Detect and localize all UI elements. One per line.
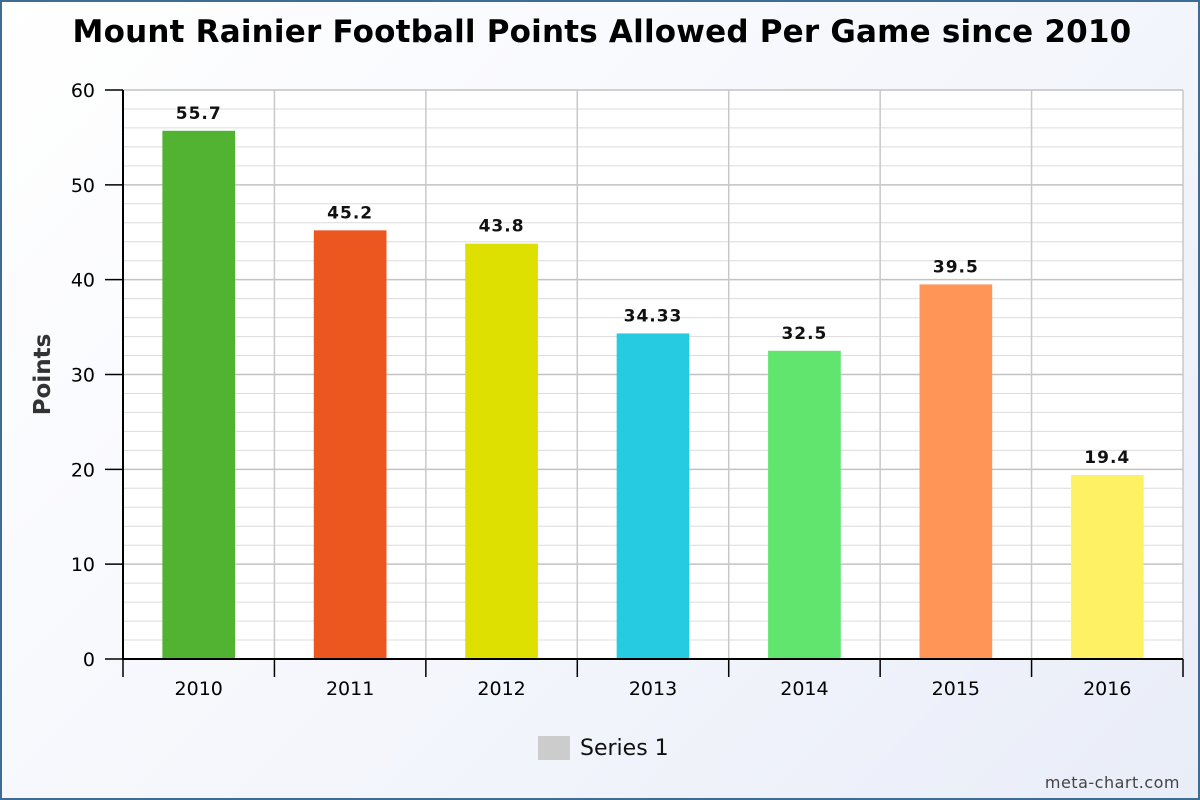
bar-2014 (768, 350, 841, 659)
bar-2010 (162, 130, 236, 660)
data-label-2010: 55.7 (176, 104, 222, 124)
data-label-2013: 34.33 (624, 306, 683, 326)
bar-2011 (313, 230, 387, 659)
bar-2015 (919, 284, 993, 659)
legend-swatch (538, 736, 570, 760)
legend-label: Series 1 (580, 735, 669, 761)
x-tick-label-2016: 2016 (1083, 678, 1131, 700)
x-tick-label-2013: 2013 (629, 678, 677, 700)
data-label-2011: 45.2 (327, 203, 373, 223)
x-tick-label-2010: 2010 (175, 678, 223, 700)
x-tick-label-2014: 2014 (780, 678, 828, 700)
x-tick-label-2012: 2012 (477, 678, 525, 700)
y-tick-label: 40 (71, 270, 95, 292)
chart-title: Mount Rainier Football Points Allowed Pe… (72, 14, 1132, 50)
y-axis-title: Points (30, 334, 56, 416)
y-tick-label: 0 (83, 649, 95, 671)
y-tick-label: 20 (71, 459, 95, 481)
legend: Series 1 (538, 735, 669, 761)
data-label-2016: 19.4 (1084, 448, 1130, 468)
data-label-2015: 39.5 (933, 257, 979, 277)
y-tick-label: 10 (71, 554, 95, 576)
x-tick-label-2015: 2015 (932, 678, 980, 700)
data-label-2012: 43.8 (479, 217, 525, 237)
y-tick-label: 50 (71, 175, 95, 197)
bar-2016 (1070, 475, 1144, 659)
y-tick-label: 30 (71, 365, 95, 387)
data-label-2014: 32.5 (781, 324, 827, 344)
bar-2012 (465, 243, 538, 659)
bar-2013 (616, 333, 690, 659)
watermark: meta-chart.com (1044, 773, 1180, 792)
x-tick-label-2011: 2011 (326, 678, 374, 700)
y-tick-label: 60 (71, 80, 95, 102)
